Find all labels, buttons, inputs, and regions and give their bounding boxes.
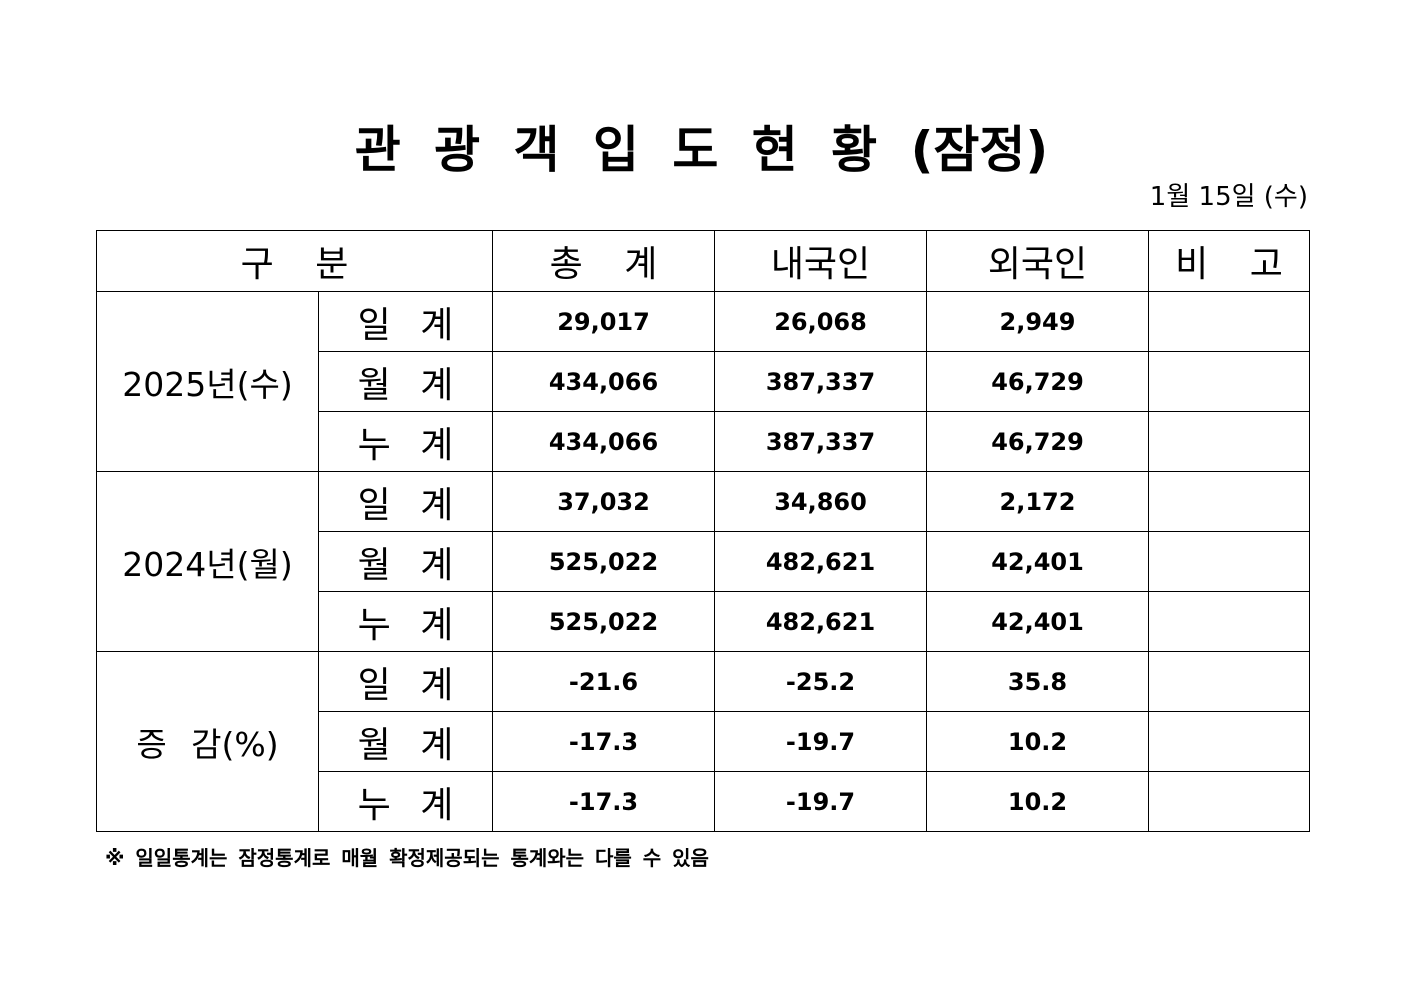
value-cell: 482,621 [714,591,927,652]
remark-cell [1148,771,1310,832]
row-label: 일 계 [318,471,493,532]
value-cell: 26,068 [714,291,927,352]
data-row: 누 계 -17.3 -19.7 10.2 [97,771,1310,832]
value-cell: -17.3 [492,771,715,832]
group-label: 증 감(%) [96,651,319,832]
value-cell: -19.7 [714,771,927,832]
title: 관 광 객 입 도 현 황 (잠정) [354,121,1049,179]
footnote: ※ 일일통계는 잠정통계로 매월 확정제공되는 통계와는 다를 수 있음 [105,846,709,870]
data-row: 월 계 -17.3 -19.7 10.2 [97,711,1310,772]
value-cell: 42,401 [926,591,1149,652]
value-cell: 35.8 [926,651,1149,712]
group-label: 2025년(수) [96,291,319,472]
value-cell: 2,172 [926,471,1149,532]
value-cell: 387,337 [714,351,927,412]
row-label: 누 계 [318,771,493,832]
data-row: 월 계 525,022 482,621 42,401 [97,531,1310,592]
remark-cell [1148,411,1310,472]
value-cell: -19.7 [714,711,927,772]
remark-cell [1148,291,1310,352]
data-row: 증 감(%) 일 계 -21.6 -25.2 35.8 [96,651,1310,832]
header-cell: 총 계 [492,230,715,292]
value-cell: 46,729 [926,351,1149,412]
value-cell: 29,017 [492,291,715,352]
remark-cell [1148,531,1310,592]
value-cell: 525,022 [492,591,715,652]
value-cell: 42,401 [926,531,1149,592]
remark-cell [1148,591,1310,652]
data-row: 2025년(수) 일 계 29,017 26,068 2,949 [96,291,1310,472]
remark-cell [1148,711,1310,772]
data-row: 2024년(월) 일 계 37,032 34,860 2,172 [96,471,1310,652]
row-label: 월 계 [318,351,493,412]
value-cell: 525,022 [492,531,715,592]
value-cell: -25.2 [714,651,927,712]
remark-cell [1148,651,1310,712]
header-cell: 외국인 [926,230,1149,292]
row-label: 월 계 [318,711,493,772]
header-cell: 내국인 [714,230,927,292]
row-label: 누 계 [318,591,493,652]
value-cell: -21.6 [492,651,715,712]
data-row: 누 계 434,066 387,337 46,729 [97,411,1310,472]
value-cell: 434,066 [492,351,715,412]
value-cell: 482,621 [714,531,927,592]
remark-cell [1148,471,1310,532]
header-cell: 비 고 [1148,230,1310,292]
row-label: 일 계 [318,291,493,352]
group-label: 2024년(월) [96,471,319,652]
value-cell: 434,066 [492,411,715,472]
value-cell: -17.3 [492,711,715,772]
value-cell: 46,729 [926,411,1149,472]
row-label: 누 계 [318,411,493,472]
value-cell: 37,032 [492,471,715,532]
data-row: 누 계 525,022 482,621 42,401 [97,591,1310,652]
value-cell: 10.2 [926,711,1149,772]
row-label: 일 계 [318,651,493,712]
remark-cell [1148,351,1310,412]
value-cell: 387,337 [714,411,927,472]
header-cell: 구 분 [96,230,493,292]
date: 1월 15일 (수) [1149,182,1308,212]
value-cell: 34,860 [714,471,927,532]
value-cell: 10.2 [926,771,1149,832]
row-label: 월 계 [318,531,493,592]
value-cell: 2,949 [926,291,1149,352]
